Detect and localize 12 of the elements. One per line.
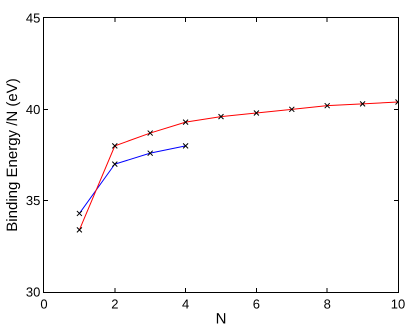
- y-tick-label: 40: [26, 102, 40, 117]
- y-tick-label: 30: [26, 284, 40, 300]
- y-tick-label: 45: [26, 10, 40, 26]
- x-tick-label: 0: [40, 296, 48, 312]
- y-axis-title: Binding Energy /N (eV): [4, 78, 22, 232]
- x-tick-label: 2: [111, 296, 118, 312]
- x-tick-label: 6: [252, 296, 260, 312]
- x-tick-label: 8: [324, 296, 331, 312]
- x-axis-title: N: [216, 310, 226, 328]
- x-tick-label: 10: [390, 296, 406, 312]
- x-tick-label: 4: [182, 296, 190, 312]
- y-tick-label: 35: [26, 193, 40, 208]
